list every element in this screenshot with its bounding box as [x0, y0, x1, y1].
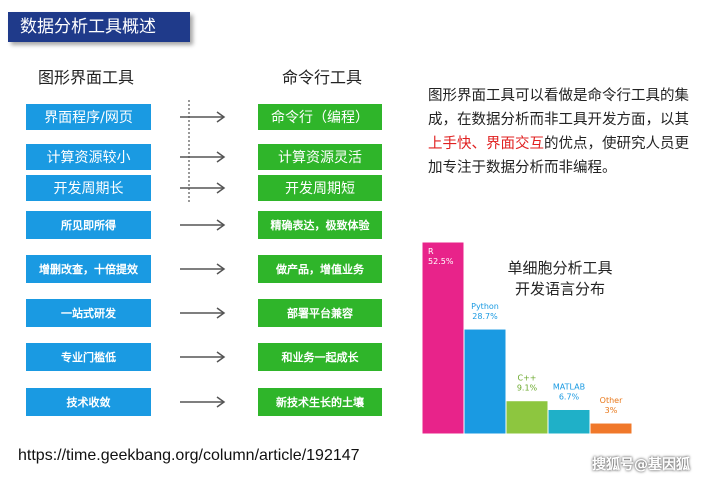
- page-title: 数据分析工具概述: [8, 12, 190, 42]
- bar-category-label: C++: [518, 374, 537, 383]
- comparison-row: 计算资源较小 计算资源灵活: [0, 144, 420, 170]
- bar-value-label: 28.7%: [472, 312, 498, 321]
- gui-feature-box: 技术收敛: [26, 388, 151, 416]
- gui-feature-box: 开发周期长: [26, 175, 151, 201]
- bar-category-label: Python: [471, 302, 499, 311]
- bar-category-label: MATLAB: [553, 382, 585, 391]
- bar-other: [589, 422, 633, 435]
- comparison-row: 技术收敛 新技术生长的土壤: [0, 388, 420, 416]
- comparison-row: 开发周期长 开发周期短: [0, 175, 420, 201]
- arrow-right-icon: [180, 219, 226, 231]
- arrow-right-icon: [180, 351, 226, 363]
- arrow-right-icon: [180, 263, 226, 275]
- gui-feature-box: 计算资源较小: [26, 144, 151, 170]
- comparison-row: 增删改查，十倍提效 做产品，增值业务: [0, 255, 420, 283]
- bar-value-label: 6.7%: [559, 392, 580, 401]
- comparison-row: 界面程序/网页 命令行（编程）: [0, 104, 420, 130]
- gui-feature-box: 增删改查，十倍提效: [26, 255, 151, 283]
- arrow-right-icon: [180, 111, 226, 123]
- comparison-row: 所见即所得 精确表达，极致体验: [0, 211, 420, 239]
- chart-title-line: 单细胞分析工具: [507, 259, 613, 277]
- cli-feature-box: 部署平台兼容: [258, 299, 382, 327]
- chart-title: 单细胞分析工具 开发语言分布: [490, 258, 630, 300]
- source-url[interactable]: https://time.geekbang.org/column/article…: [18, 447, 360, 464]
- gui-feature-box: 界面程序/网页: [26, 104, 151, 130]
- bar-matlab: [547, 408, 591, 435]
- arrow-right-icon: [180, 307, 226, 319]
- cli-feature-box: 命令行（编程）: [258, 104, 382, 130]
- cli-feature-box: 精确表达，极致体验: [258, 211, 382, 239]
- description-part2: 的优点，使研究人员更加专注于数据分析而非编程。: [428, 136, 689, 176]
- chart-title-line: 开发语言分布: [514, 280, 605, 298]
- cli-feature-box: 新技术生长的土壤: [258, 388, 382, 416]
- bar-c: [505, 400, 549, 435]
- watermark: 搜狐号@基因狐: [592, 457, 690, 473]
- bar-value-label: 3%: [605, 406, 618, 415]
- bar-category-label: R: [428, 247, 434, 256]
- cli-feature-box: 开发周期短: [258, 175, 382, 201]
- description-part1: 图形界面工具可以看做是命令行工具的集成，在数据分析而非工具开发方面，以其: [428, 88, 689, 128]
- cli-feature-box: 做产品，增值业务: [258, 255, 382, 283]
- bar-value-label: 9.1%: [517, 384, 538, 393]
- bar-value-label: 52.5%: [428, 257, 454, 266]
- description-highlight: 上手快、界面交互: [428, 136, 544, 152]
- comparison-row: 一站式研发 部署平台兼容: [0, 299, 420, 327]
- gui-feature-box: 所见即所得: [26, 211, 151, 239]
- column-header-gui: 图形界面工具: [38, 68, 135, 87]
- gui-feature-box: 专业门槛低: [26, 343, 151, 371]
- bar-r: [421, 241, 465, 435]
- description-text: 图形界面工具可以看做是命令行工具的集成，在数据分析而非工具开发方面，以其上手快、…: [428, 84, 690, 180]
- divider-dots: [188, 100, 190, 202]
- gui-feature-box: 一站式研发: [26, 299, 151, 327]
- arrow-right-icon: [180, 182, 226, 194]
- bar-python: [463, 328, 507, 435]
- column-header-cli: 命令行工具: [282, 68, 363, 87]
- bar-category-label: Other: [600, 396, 623, 405]
- cli-feature-box: 计算资源灵活: [258, 144, 382, 170]
- cli-feature-box: 和业务一起成长: [258, 343, 382, 371]
- comparison-row: 专业门槛低 和业务一起成长: [0, 343, 420, 371]
- arrow-right-icon: [180, 151, 226, 163]
- arrow-right-icon: [180, 396, 226, 408]
